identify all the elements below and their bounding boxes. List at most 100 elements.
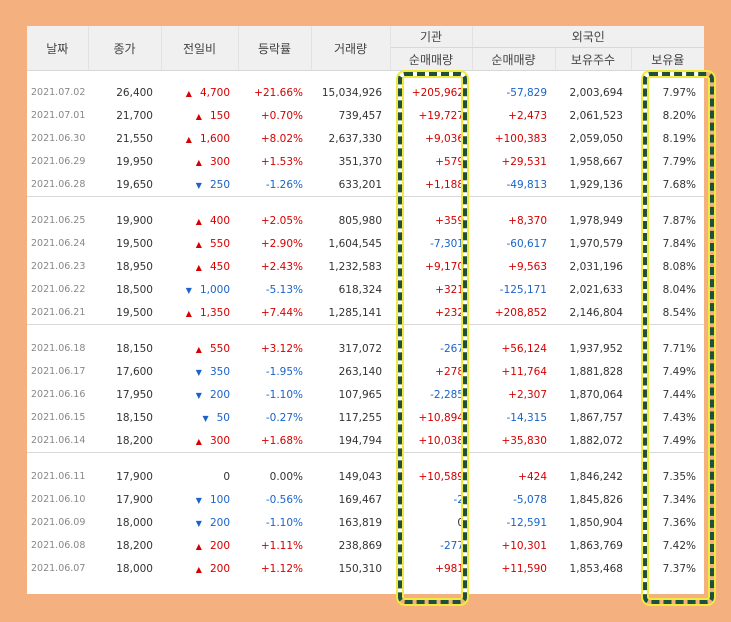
cell-pct: +7.44% — [260, 306, 303, 319]
change-value: 200 — [209, 562, 230, 575]
cell-change: ▼ 250 — [161, 173, 238, 197]
triangle-down-icon: ▼ — [195, 495, 202, 505]
cell-foreign-net: +2,307 — [508, 388, 547, 401]
change-value: 400 — [209, 214, 230, 227]
cell-close: 19,650 — [116, 178, 153, 191]
cell-pct: -1.95% — [265, 365, 303, 378]
cell-close: 21,700 — [116, 109, 153, 122]
cell-institution-net: +205,962 — [411, 86, 464, 99]
table-row: 2021.06.16 17,950 ▼ 200 -1.10% 107,965 -2,285 +… — [27, 383, 704, 406]
cell-foreign-net: +11,590 — [501, 562, 547, 575]
change-value: 100 — [209, 493, 230, 506]
cell-change: ▼ 350 — [161, 360, 238, 383]
cell-foreign-holdings: 1,845,826 — [569, 493, 623, 506]
cell-close: 18,950 — [116, 260, 153, 273]
change-value: 250 — [209, 178, 230, 191]
group-separator — [27, 324, 705, 337]
table-row: 2021.06.21 19,500 ▲ 1,350 +7.44% 1,285,141 +23… — [27, 301, 704, 325]
cell-foreign-holdings: 1,846,242 — [569, 470, 623, 483]
cell-institution-net: -2 — [453, 493, 464, 506]
triangle-up-icon: ▲ — [195, 111, 202, 121]
cell-foreign-holdings: 1,850,904 — [569, 516, 623, 529]
table-row: 2021.06.07 18,000 ▲ 200 +1.12% 150,310 +981 +11… — [27, 557, 704, 580]
cell-volume: 107,965 — [338, 388, 382, 401]
cell-change: ▲ 450 — [161, 255, 238, 278]
change-value: 50 — [216, 411, 230, 424]
cell-change: ▲ 4,700 — [161, 81, 238, 104]
table-row: 2021.06.22 18,500 ▼ 1,000 -5.13% 618,324 +321 -… — [27, 278, 704, 301]
cell-foreign-ratio: 7.34% — [662, 493, 697, 506]
cell-pct: +1.68% — [260, 434, 303, 447]
table-row: 2021.06.15 18,150 ▼ 50 -0.27% 117,255 +10,894 -… — [27, 406, 704, 429]
cell-date: 2021.07.02 — [31, 87, 86, 98]
cell-institution-net: +9,170 — [425, 260, 464, 273]
table-header: 날짜 종가 전일비 등락률 거래량 기관 외국인 순매매량 순매매량 보유주수 … — [27, 26, 705, 71]
triangle-up-icon: ▲ — [195, 344, 202, 354]
cell-foreign-holdings: 1,929,136 — [569, 178, 623, 191]
triangle-up-icon: ▲ — [195, 564, 202, 574]
cell-close: 21,550 — [116, 132, 153, 145]
table-row: 2021.06.18 18,150 ▲ 550 +3.12% 317,072 -267 +56… — [27, 337, 704, 360]
cell-pct: +2.05% — [260, 214, 303, 227]
cell-institution-net: -267 — [440, 342, 464, 355]
cell-date: 2021.06.28 — [31, 179, 86, 190]
cell-pct: +2.43% — [260, 260, 303, 273]
change-value: 350 — [209, 365, 230, 378]
table-row: 2021.06.23 18,950 ▲ 450 +2.43% 1,232,583 +9,17… — [27, 255, 704, 278]
cell-volume: 1,285,141 — [328, 306, 382, 319]
cell-volume: 1,604,545 — [328, 237, 382, 250]
cell-date: 2021.06.17 — [31, 366, 86, 377]
cell-close: 17,900 — [116, 470, 153, 483]
triangle-down-icon: ▼ — [195, 180, 202, 190]
triangle-down-icon: ▼ — [195, 390, 202, 400]
cell-foreign-ratio: 8.04% — [662, 283, 697, 296]
table-row: 2021.06.10 17,900 ▼ 100 -0.56% 169,467 -2 -5,07… — [27, 488, 704, 511]
cell-date: 2021.06.11 — [31, 471, 86, 482]
cell-foreign-net: +11,764 — [501, 365, 547, 378]
cell-volume: 15,034,926 — [321, 86, 382, 99]
cell-volume: 263,140 — [338, 365, 382, 378]
cell-foreign-net: +9,563 — [508, 260, 547, 273]
cell-pct: +1.53% — [260, 155, 303, 168]
triangle-up-icon: ▲ — [185, 134, 192, 144]
group-separator — [27, 196, 705, 209]
header-change: 전일비 — [161, 26, 239, 71]
table-body: 2021.07.02 26,400 ▲ 4,700 +21.66% 15,034,926 +… — [27, 71, 705, 581]
header-foreign-group: 외국인 — [471, 26, 705, 48]
cell-foreign-holdings: 1,870,064 — [569, 388, 623, 401]
cell-pct: +2.90% — [260, 237, 303, 250]
cell-close: 18,150 — [116, 411, 153, 424]
cell-institution-net: 0 — [457, 516, 464, 529]
cell-foreign-ratio: 7.44% — [662, 388, 697, 401]
cell-volume: 739,457 — [338, 109, 382, 122]
cell-foreign-holdings: 2,031,196 — [569, 260, 623, 273]
cell-close: 19,500 — [116, 306, 153, 319]
cell-close: 18,000 — [116, 516, 153, 529]
table-row: 2021.06.14 18,200 ▲ 300 +1.68% 194,794 +10,038… — [27, 429, 704, 453]
change-value: 1,350 — [199, 306, 230, 319]
cell-volume: 163,819 — [338, 516, 382, 529]
table-row: 2021.06.25 19,900 ▲ 400 +2.05% 805,980 +359 +8,… — [27, 209, 704, 232]
cell-foreign-ratio: 7.35% — [662, 470, 697, 483]
cell-close: 18,200 — [116, 434, 153, 447]
cell-pct: 0.00% — [269, 470, 303, 483]
cell-foreign-ratio: 8.54% — [662, 306, 697, 319]
cell-change: ▲ 150 — [161, 104, 238, 127]
cell-foreign-net: -49,813 — [506, 178, 547, 191]
triangle-up-icon: ▲ — [195, 216, 202, 226]
table-row: 2021.06.09 18,000 ▼ 200 -1.10% 163,819 0 -12,59… — [27, 511, 704, 534]
triangle-up-icon: ▲ — [185, 308, 192, 318]
cell-foreign-ratio: 7.36% — [662, 516, 697, 529]
cell-foreign-ratio: 8.20% — [662, 109, 697, 122]
cell-date: 2021.06.23 — [31, 261, 86, 272]
cell-change: ▼ 200 — [161, 511, 238, 534]
cell-pct: +3.12% — [260, 342, 303, 355]
group-separator — [27, 71, 704, 82]
cell-volume: 194,794 — [338, 434, 382, 447]
header-foreign-net: 순매매량 — [471, 47, 555, 71]
cell-change: ▲ 300 — [161, 150, 238, 173]
cell-institution-net: +321 — [435, 283, 464, 296]
cell-foreign-holdings: 2,003,694 — [569, 86, 623, 99]
change-value: 550 — [209, 342, 230, 355]
cell-change: ▲ 300 — [161, 429, 238, 453]
